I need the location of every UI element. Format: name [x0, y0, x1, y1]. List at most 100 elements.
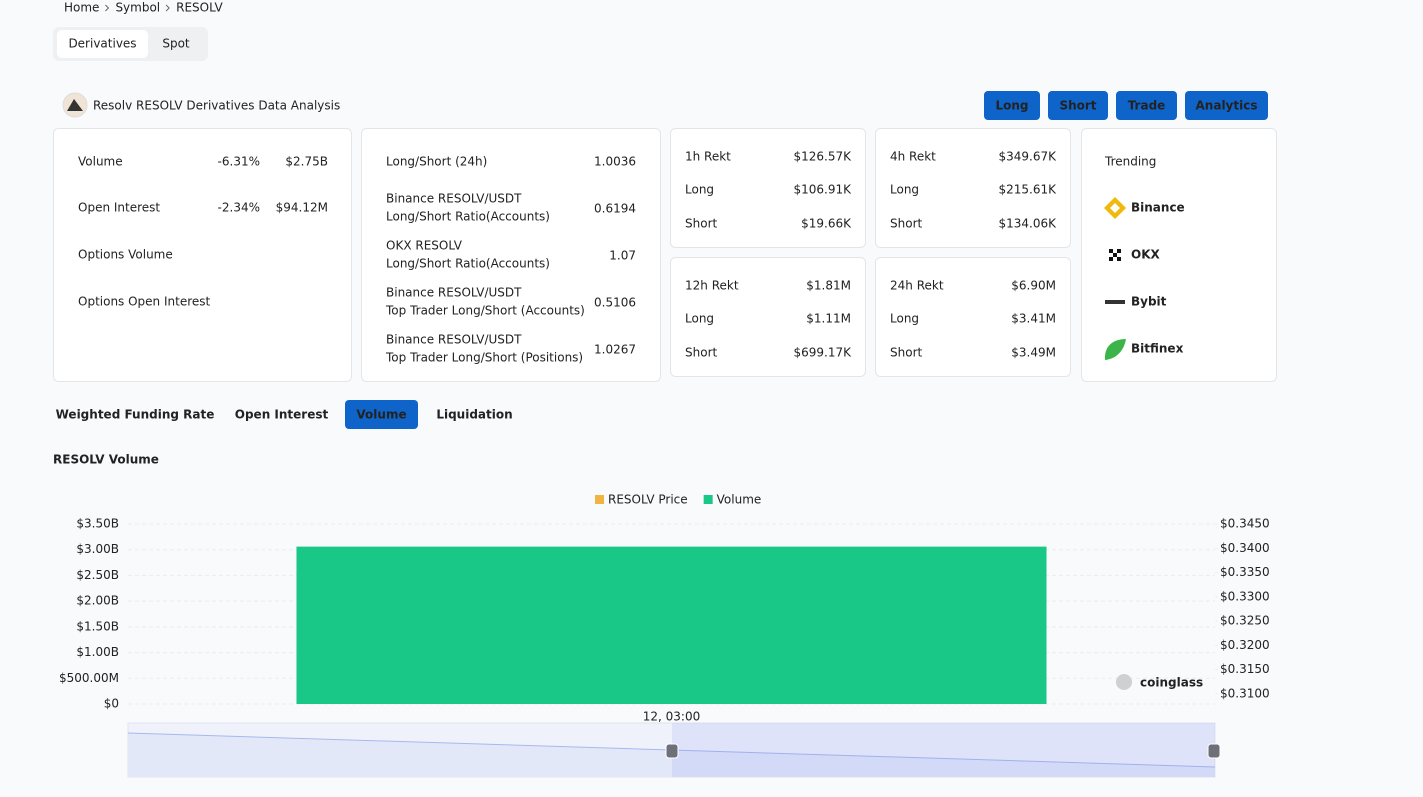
x-tick-label: 12, 03:00: [643, 710, 700, 724]
rekt-panel: [875, 128, 1071, 248]
ratio-panel: [361, 128, 661, 382]
legend-swatch[interactable]: [703, 495, 713, 504]
rekt-period: 24h Rekt: [890, 279, 944, 293]
rekt-short: $699.17K: [794, 346, 853, 360]
ratio-value: 1.0267: [594, 343, 636, 357]
breadcrumb-item[interactable]: Home: [64, 1, 99, 15]
ratio-value: 0.6194: [594, 202, 636, 216]
stat-label: Open Interest: [78, 201, 160, 215]
zoom-window[interactable]: [672, 723, 1215, 777]
breadcrumb-chevron: [105, 4, 110, 12]
y2-tick-label: $0.3450: [1220, 517, 1270, 531]
action-button[interactable]: [984, 91, 1040, 120]
exchange-name[interactable]: Bitfinex: [1131, 342, 1184, 356]
chart-tab-label[interactable]: Volume: [356, 408, 406, 422]
watermark-icon: [1116, 674, 1132, 690]
rekt-total: $349.67K: [999, 150, 1058, 164]
stat-label: Volume: [78, 155, 123, 169]
y2-tick-label: $0.3100: [1220, 686, 1270, 700]
exchange-name[interactable]: Binance: [1131, 201, 1185, 215]
ratio-title: OKX RESOLV: [386, 239, 463, 253]
rekt-long: $1.11M: [806, 312, 851, 326]
ratio-subtitle: Long/Short Ratio(Accounts): [386, 257, 550, 271]
rekt-total: $6.90M: [1011, 279, 1056, 293]
chart-tab[interactable]: [428, 400, 521, 429]
stat-value: $2.75B: [285, 155, 328, 169]
rekt-long-label: Long: [890, 183, 919, 197]
zoom-handle[interactable]: [665, 743, 679, 759]
action-label[interactable]: Short: [1059, 99, 1096, 113]
action-button[interactable]: [1116, 91, 1177, 120]
trending-panel: [1081, 128, 1277, 382]
ratio-title: Binance RESOLV/USDT: [386, 333, 522, 347]
y2-tick-label: $0.3150: [1220, 662, 1270, 676]
ratio-value: 0.5106: [594, 296, 636, 310]
chart-tab-label[interactable]: Weighted Funding Rate: [56, 408, 215, 422]
rekt-period: 12h Rekt: [685, 279, 739, 293]
breadcrumb-item[interactable]: Symbol: [115, 1, 160, 15]
exchange-name[interactable]: Bybit: [1131, 295, 1167, 309]
rekt-long-label: Long: [685, 312, 714, 326]
okx-icon: [1109, 249, 1121, 261]
stat-change: -6.31%: [218, 155, 260, 169]
rekt-panel: [670, 257, 866, 377]
action-label[interactable]: Long: [995, 99, 1028, 113]
rekt-long: $215.61K: [999, 183, 1058, 197]
y-tick-label: $3.50B: [76, 517, 119, 531]
y2-tick-label: $0.3350: [1220, 565, 1270, 579]
rekt-long-label: Long: [685, 183, 714, 197]
ratio-subtitle: Long/Short Ratio(Accounts): [386, 210, 550, 224]
breadcrumb-chevron: [165, 4, 170, 12]
y-tick-label: $0: [104, 697, 119, 711]
rekt-period: 1h Rekt: [685, 150, 731, 164]
ratio-value: 1.07: [609, 249, 636, 263]
bar: [296, 546, 1047, 704]
chart-tab[interactable]: [345, 400, 418, 429]
chart-tab[interactable]: [53, 400, 217, 429]
chart-tab-label[interactable]: Liquidation: [436, 408, 512, 422]
page-title: Resolv RESOLV Derivatives Data Analysis: [93, 99, 340, 113]
market-tab[interactable]: Spot: [162, 37, 190, 51]
zoom-handle[interactable]: [1207, 743, 1221, 759]
rekt-short: $134.06K: [999, 217, 1058, 231]
rekt-panel: [670, 128, 866, 248]
action-button[interactable]: [1185, 91, 1268, 120]
action-button[interactable]: [1048, 91, 1108, 120]
rekt-short-label: Short: [685, 346, 717, 360]
stat-change: -2.34%: [218, 201, 260, 215]
rekt-short: $19.66K: [801, 217, 852, 231]
rekt-short: $3.49M: [1011, 346, 1056, 360]
y-tick-label: $2.50B: [76, 568, 119, 582]
ratio-title: Long/Short (24h): [386, 155, 487, 169]
rekt-short-label: Short: [685, 217, 717, 231]
chart-tab[interactable]: [227, 400, 336, 429]
ratio-value: 1.0036: [594, 155, 636, 169]
rekt-long: $106.91K: [794, 183, 853, 197]
ratio-title: Binance RESOLV/USDT: [386, 192, 522, 206]
action-label[interactable]: Trade: [1128, 99, 1166, 113]
legend-label[interactable]: RESOLV Price: [608, 493, 688, 507]
rekt-long: $3.41M: [1011, 312, 1056, 326]
trending-title: Trending: [1104, 155, 1156, 169]
exchange-name[interactable]: OKX: [1131, 248, 1161, 262]
overview-panel: [53, 128, 352, 382]
y2-tick-label: $0.3300: [1220, 589, 1270, 603]
bybit-icon: [1105, 300, 1125, 304]
y-tick-label: $1.50B: [76, 619, 119, 633]
rekt-short-label: Short: [890, 346, 922, 360]
ratio-title: Binance RESOLV/USDT: [386, 286, 522, 300]
market-tab[interactable]: Derivatives: [68, 37, 136, 51]
watermark: coinglass: [1140, 676, 1203, 690]
action-label[interactable]: Analytics: [1196, 99, 1258, 113]
rekt-long-label: Long: [890, 312, 919, 326]
chart-tab-label[interactable]: Open Interest: [235, 408, 329, 422]
rekt-period: 4h Rekt: [890, 150, 936, 164]
legend-label[interactable]: Volume: [717, 493, 762, 507]
legend-swatch[interactable]: [595, 495, 604, 504]
chart-title: RESOLV Volume: [53, 453, 159, 467]
stat-label: Options Open Interest: [78, 295, 211, 309]
y2-tick-label: $0.3400: [1220, 541, 1270, 555]
y-tick-label: $3.00B: [76, 542, 119, 556]
stat-label: Options Volume: [78, 248, 173, 262]
